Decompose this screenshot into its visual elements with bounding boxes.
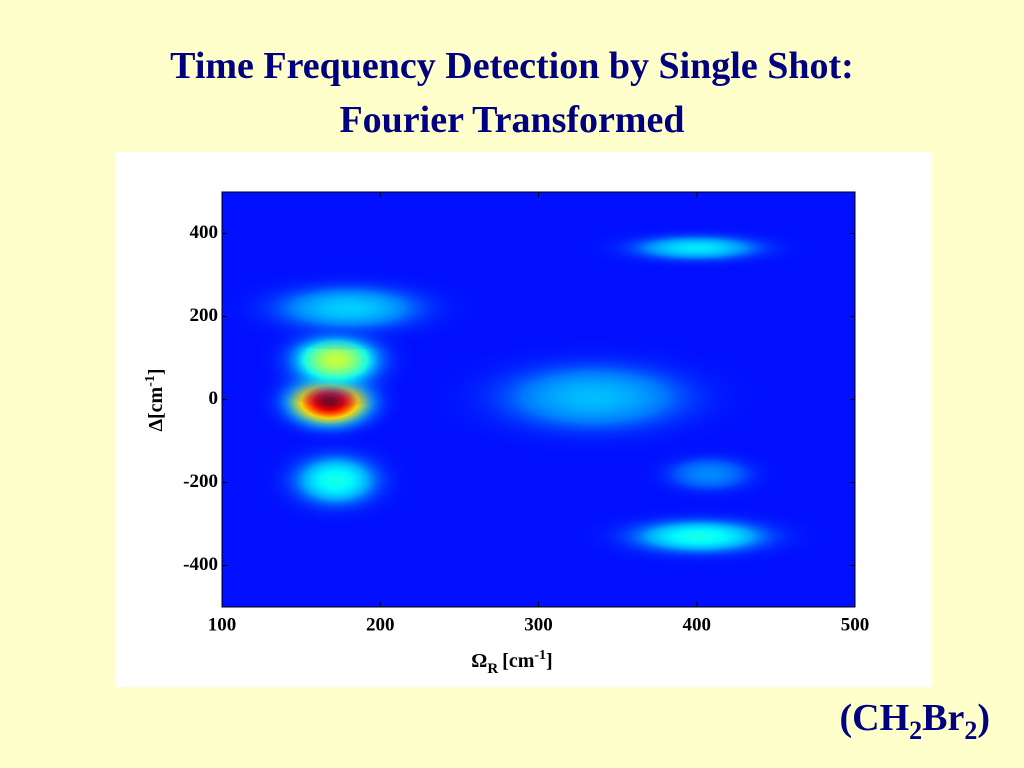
x-tick-label: 200 <box>366 614 395 635</box>
peak <box>222 266 488 350</box>
heatmap-layer <box>222 225 827 568</box>
label-part: ] <box>546 650 553 672</box>
annotation-part: 2 <box>909 716 922 745</box>
x-tick-label: 100 <box>208 614 237 635</box>
y-tick-label: 400 <box>190 222 219 243</box>
peak <box>256 433 416 528</box>
label-part: Ω <box>471 650 487 672</box>
y-tick-label: -200 <box>183 471 218 492</box>
annotation-part: ) <box>977 697 990 739</box>
annotation-part: 2 <box>964 716 977 745</box>
peak <box>630 443 789 506</box>
label-part: -1 <box>534 648 546 663</box>
label-part: [cm <box>502 650 535 672</box>
x-tick-label: 400 <box>683 614 712 635</box>
x-axis-label: ΩR [cm-1] <box>471 648 552 677</box>
label-part: ] <box>145 368 167 375</box>
title-line: Time Frequency Detection by Single Shot: <box>170 45 854 87</box>
peak <box>573 505 827 568</box>
plot: 100 200 300 400 500 -400 -200 0 200 400 <box>183 191 870 635</box>
label-part: -1 <box>143 375 158 387</box>
peak <box>415 335 772 460</box>
annotation-part: (CH <box>839 697 909 739</box>
peak <box>578 225 816 271</box>
annotation: (CH2Br2) <box>839 697 990 745</box>
y-tick-label: 200 <box>190 305 219 326</box>
y-axis-label: Δ[cm-1] <box>143 368 167 431</box>
annotation-part: Br <box>922 697 964 739</box>
y-tick-label: 0 <box>209 388 219 409</box>
label-part: Δ[cm <box>145 386 167 431</box>
x-tick-label: 300 <box>524 614 553 635</box>
label-part: R <box>487 661 498 677</box>
title-line: Fourier Transformed <box>339 99 684 141</box>
y-tick-label: -400 <box>183 554 218 575</box>
x-tick-label: 500 <box>841 614 870 635</box>
